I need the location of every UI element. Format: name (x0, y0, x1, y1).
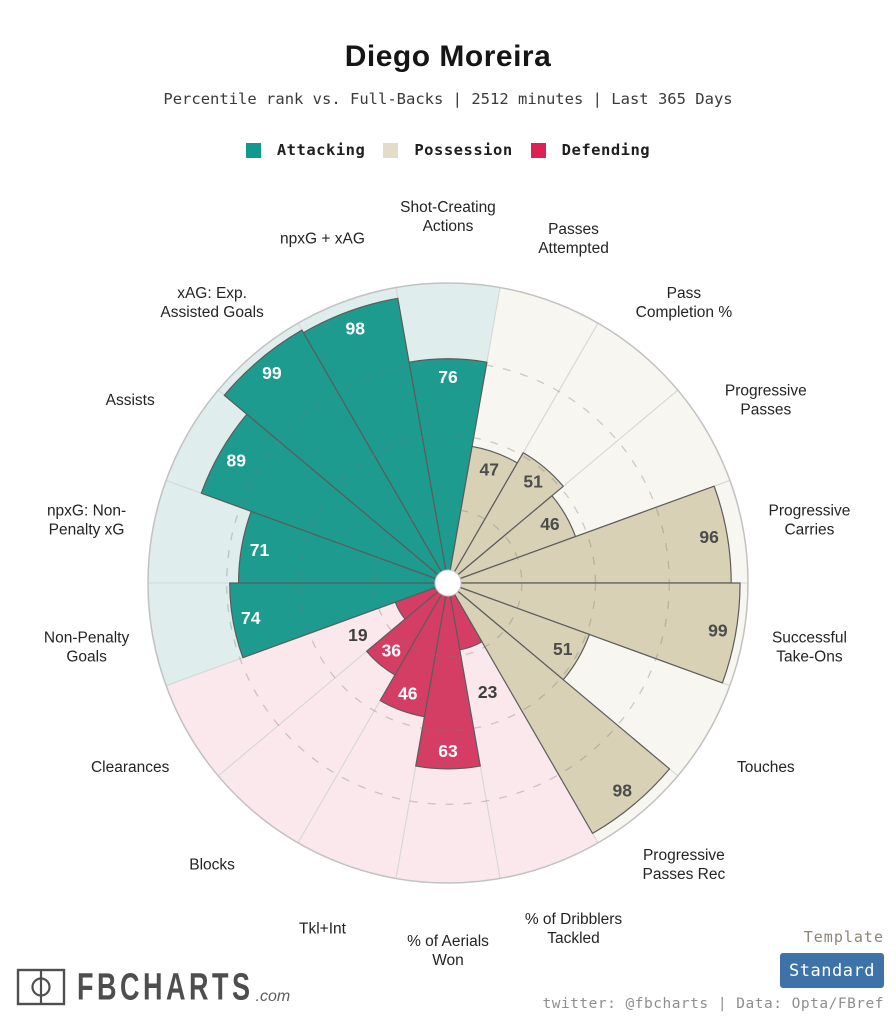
legend-label: Possession (414, 141, 513, 159)
legend-item-possession: Possession (383, 141, 512, 159)
svg-text:74: 74 (241, 608, 261, 628)
pitch-icon (16, 968, 66, 1006)
svg-text:76: 76 (438, 367, 458, 387)
svg-text:Assists: Assists (106, 392, 155, 409)
svg-text:98: 98 (346, 318, 366, 338)
svg-text:99: 99 (708, 621, 728, 641)
svg-text:89: 89 (226, 451, 246, 471)
possession-swatch-icon (383, 142, 399, 158)
svg-text:47: 47 (480, 460, 499, 480)
svg-text:Clearances: Clearances (91, 759, 170, 776)
svg-text:51: 51 (553, 639, 573, 659)
legend-item-defending: Defending (530, 141, 651, 159)
svg-text:23: 23 (478, 682, 498, 702)
svg-text:71: 71 (250, 540, 270, 560)
svg-text:63: 63 (438, 741, 458, 761)
fbcharts-logo: FBCHARTS .com (16, 964, 291, 1008)
svg-text:Tkl+Int: Tkl+Int (299, 920, 347, 937)
legend-label: Attacking (276, 141, 366, 159)
legend-label: Defending (561, 141, 651, 159)
defending-swatch-icon (530, 142, 546, 158)
svg-text:xAG: Exp.Assisted Goals: xAG: Exp. Assisted Goals (160, 285, 264, 321)
standard-template-button[interactable]: Standard (780, 953, 884, 988)
chart-subtitle: Percentile rank vs. Full-Backs | 2512 mi… (163, 90, 733, 108)
attacking-swatch-icon (245, 142, 261, 158)
svg-text:npxG: Non-Penalty xG: npxG: Non-Penalty xG (47, 502, 126, 538)
svg-text:36: 36 (382, 641, 402, 661)
svg-text:19: 19 (348, 625, 368, 645)
svg-text:Blocks: Blocks (189, 857, 235, 874)
svg-text:46: 46 (540, 514, 560, 534)
credit-line: twitter: @fbcharts | Data: Opta/FBref (542, 996, 884, 1012)
legend-item-attacking: Attacking (245, 141, 366, 159)
svg-text:96: 96 (699, 527, 719, 547)
svg-text:98: 98 (613, 781, 633, 801)
svg-text:99: 99 (262, 363, 282, 383)
brand-suffix: .com (255, 988, 291, 1005)
svg-text:Touches: Touches (737, 759, 795, 776)
svg-text:46: 46 (398, 684, 418, 704)
brand-name: FBCHARTS (77, 964, 254, 1008)
page-title: Diego Moreira (344, 40, 552, 73)
template-label: Template (803, 928, 884, 946)
svg-text:npxG + xAG: npxG + xAG (280, 231, 365, 248)
legend: Attacking Possession Defending (0, 141, 896, 159)
svg-text:51: 51 (523, 472, 543, 492)
